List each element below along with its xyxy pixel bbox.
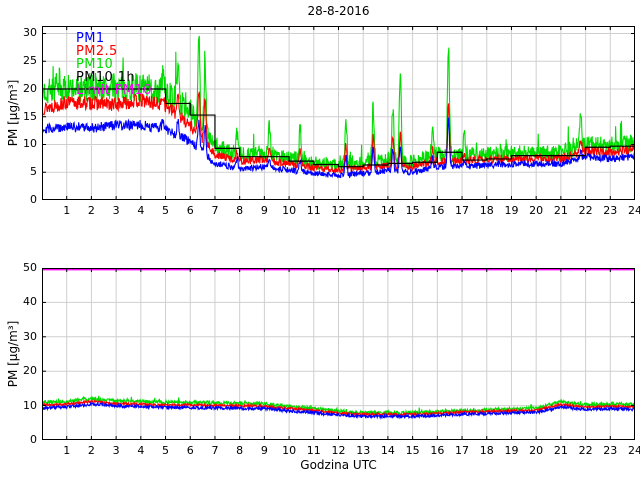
x-tick-label: 12 <box>331 444 346 457</box>
x-tick-label: 7 <box>211 444 219 457</box>
x-tick-label: 19 <box>504 444 519 457</box>
legend-item-pm10-1h: PM10 1h <box>76 70 136 85</box>
bottom-plot <box>42 268 635 440</box>
x-tick-label: 5 <box>162 204 170 217</box>
x-tick-label: 3 <box>112 204 120 217</box>
x-tick-label: 19 <box>504 204 519 217</box>
y-tick-label: 30 <box>23 329 37 343</box>
y-tick-label: 20 <box>23 364 37 378</box>
legend-item-pm2-5: PM2.5 <box>76 44 118 59</box>
x-tick-label: 6 <box>186 204 194 217</box>
x-tick-label: 10 <box>282 444 297 457</box>
x-tick-label: 20 <box>529 444 544 457</box>
x-tick-label: 21 <box>553 444 568 457</box>
y-tick-label: 5 <box>30 165 37 179</box>
x-tick-label: 1 <box>63 204 71 217</box>
x-tick-label: 1 <box>63 444 71 457</box>
legend-item-pm10: PM10 <box>76 57 114 72</box>
pm10-1h-step-line <box>42 88 635 168</box>
x-tick-label: 20 <box>529 204 544 217</box>
x-tick-label: 22 <box>578 204 593 217</box>
y-tick-label: 0 <box>30 193 37 206</box>
y-tick-label: 10 <box>23 398 37 412</box>
y-tick-label: 50 <box>23 261 37 274</box>
x-axis-label: Godzina UTC <box>300 458 377 472</box>
x-tick-label: 24 <box>628 204 640 217</box>
x-tick-label: 2 <box>87 444 95 457</box>
x-tick-label: 17 <box>455 204 470 217</box>
legend-item-pm1: PM1 <box>76 31 105 46</box>
x-tick-label: 12 <box>331 204 346 217</box>
legend-item-limit-pm10: Limit PM10 <box>76 83 152 98</box>
x-tick-label: 7 <box>211 204 219 217</box>
x-tick-label: 21 <box>553 204 568 217</box>
pm2-5-series-line <box>42 91 635 174</box>
pm10-series-line <box>42 395 635 417</box>
x-tick-label: 10 <box>282 204 297 217</box>
top-plot: PM1 PM2.5 PM10 PM10 1h Limit PM10 <box>42 26 635 200</box>
pm1-series-line <box>42 117 635 179</box>
x-tick-label: 16 <box>430 444 445 457</box>
x-tick-label: 3 <box>112 444 120 457</box>
x-tick-label: 18 <box>479 204 494 217</box>
x-tick-label: 13 <box>356 444 371 457</box>
x-tick-label: 22 <box>578 444 593 457</box>
plot-frame <box>42 26 635 200</box>
bottom-plot-canvas <box>42 268 635 440</box>
x-tick-label: 5 <box>162 444 170 457</box>
x-tick-label: 17 <box>455 444 470 457</box>
plot-frame <box>42 268 635 440</box>
x-tick-label: 8 <box>236 204 244 217</box>
x-tick-label: 11 <box>306 444 321 457</box>
y-tick-label: 30 <box>23 26 37 40</box>
x-tick-label: 4 <box>137 444 145 457</box>
x-tick-label: 2 <box>87 204 95 217</box>
x-tick-label: 8 <box>236 444 244 457</box>
y-tick-label: 20 <box>23 81 37 95</box>
x-tick-label: 15 <box>405 204 420 217</box>
x-tick-label: 14 <box>380 444 395 457</box>
x-tick-label: 9 <box>260 204 268 217</box>
y-tick-label: 40 <box>23 295 37 309</box>
x-tick-label: 4 <box>137 204 145 217</box>
x-tick-label: 15 <box>405 444 420 457</box>
x-tick-label: 6 <box>186 444 194 457</box>
x-tick-label: 14 <box>380 204 395 217</box>
x-tick-label: 11 <box>306 204 321 217</box>
y-tick-label: 25 <box>23 54 37 68</box>
legend: PM1 PM2.5 PM10 PM10 1h Limit PM10 <box>76 32 152 97</box>
top-plot-canvas <box>42 26 635 200</box>
chart-title: 28-8-2016 <box>307 4 370 18</box>
x-tick-label: 13 <box>356 204 371 217</box>
x-tick-label: 23 <box>603 444 618 457</box>
x-tick-label: 9 <box>260 444 268 457</box>
x-tick-label: 18 <box>479 444 494 457</box>
y-tick-label: 0 <box>30 433 37 446</box>
y-tick-label: 10 <box>23 137 37 151</box>
x-tick-label: 16 <box>430 204 445 217</box>
pm1-series-line <box>42 401 635 420</box>
x-tick-label: 24 <box>628 444 640 457</box>
x-tick-label: 23 <box>603 204 618 217</box>
y-tick-label: 15 <box>23 109 37 123</box>
